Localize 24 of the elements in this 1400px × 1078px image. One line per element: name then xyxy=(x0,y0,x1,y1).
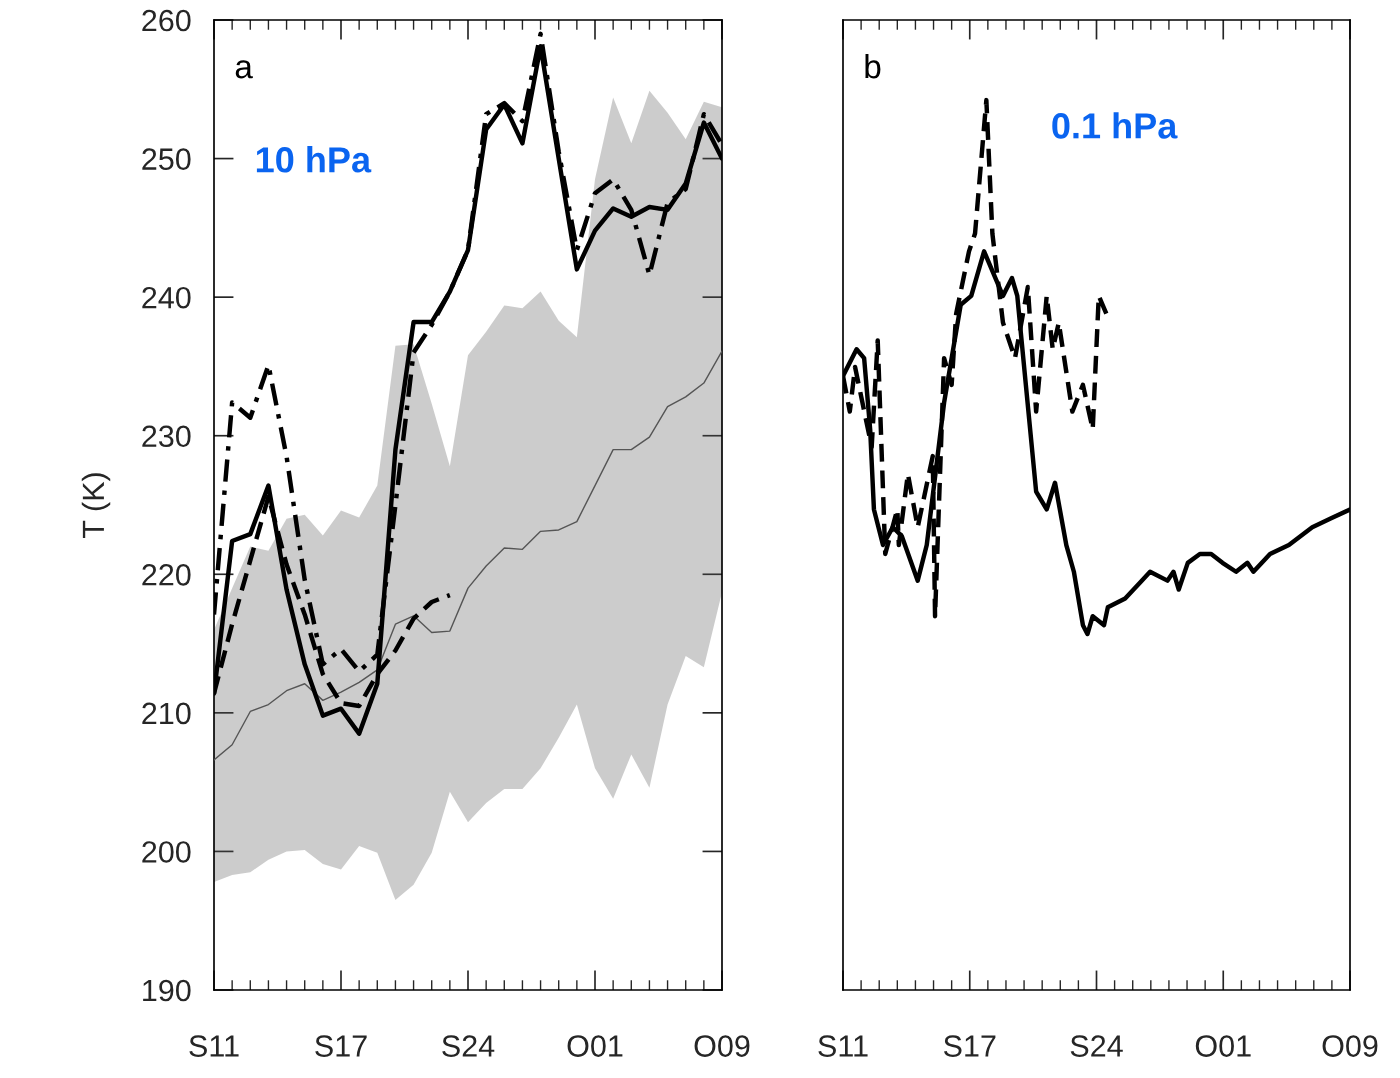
y-tick-label: 230 xyxy=(142,425,191,448)
y-tick-label: 250 xyxy=(142,148,191,170)
x-tick-label: S17 xyxy=(315,1035,367,1057)
x-tick-label: S11 xyxy=(189,1035,239,1057)
x-tick-label: S11 xyxy=(818,1035,868,1057)
annotation: 0.1 hPa xyxy=(1052,112,1178,139)
y-tick-label: 190 xyxy=(143,979,191,1002)
x-tick-label: S24 xyxy=(442,1035,495,1057)
text: b xyxy=(865,53,881,79)
x-tick-label: O09 xyxy=(694,1035,750,1057)
x-tick-label: O01 xyxy=(1195,1035,1251,1057)
y-tick-label: 220 xyxy=(142,564,191,586)
x-tick-label: O09 xyxy=(1322,1035,1378,1057)
x-tick-label: O01 xyxy=(567,1035,623,1057)
y-tick-label: 240 xyxy=(142,286,191,309)
y-axis-title: T (K) xyxy=(81,473,111,538)
annotation: 10 hPa xyxy=(256,146,372,173)
annotation: a xyxy=(235,60,253,79)
y-tick-label: 200 xyxy=(142,841,191,863)
x-tick-label: S17 xyxy=(943,1035,996,1057)
x-tick-label: S24 xyxy=(1070,1035,1123,1057)
y-tick-label: 260 xyxy=(142,9,191,32)
line-series xyxy=(214,350,722,761)
y-tick-label: 210 xyxy=(142,702,191,725)
